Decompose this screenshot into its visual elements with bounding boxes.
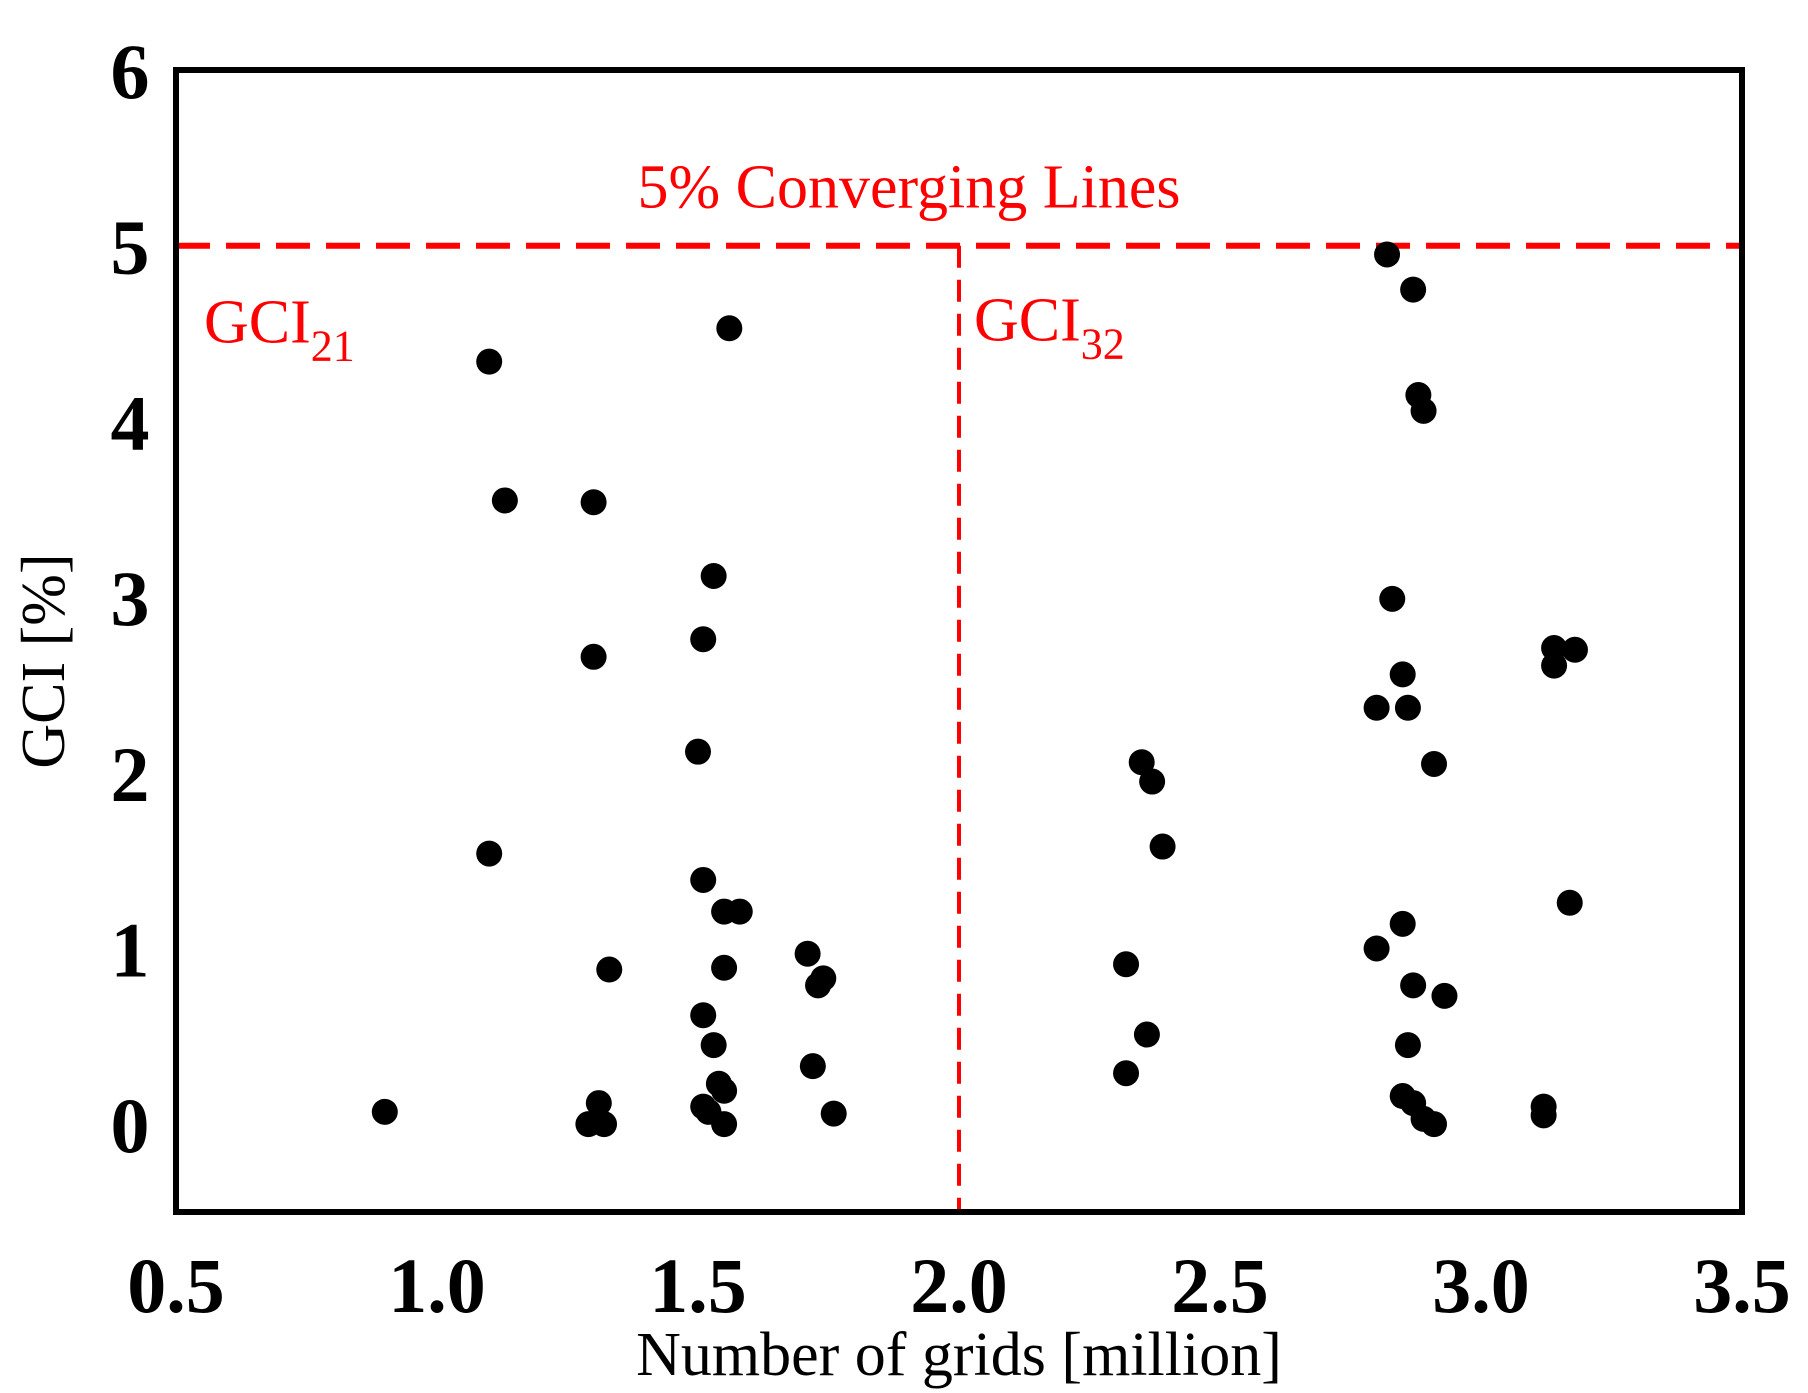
data-point-gci32-20 — [1394, 1032, 1421, 1059]
x-tick-label: 3.0 — [1432, 1242, 1530, 1329]
data-point-gci21-11 — [685, 738, 711, 765]
x-tick-label: 1.5 — [649, 1242, 747, 1329]
y-tick-label: 0 — [111, 1082, 150, 1169]
data-point-gci32-24 — [1421, 1111, 1448, 1138]
data-point-gci32-10 — [1410, 397, 1437, 424]
gci21-label-main: GCI — [204, 289, 311, 357]
data-point-gci21-24 — [711, 954, 738, 981]
y-tick-label: 4 — [111, 379, 150, 466]
data-point-gci32-11 — [1379, 585, 1406, 612]
data-point-gci21-16 — [700, 1032, 727, 1059]
data-point-gci32-5 — [1133, 1021, 1160, 1048]
data-point-gci21-3 — [491, 487, 518, 514]
data-point-gci32-26 — [1561, 636, 1588, 663]
x-tick-label: 0.5 — [127, 1242, 225, 1329]
data-point-gci21-12 — [690, 626, 717, 653]
data-point-gci32-18 — [1400, 972, 1427, 999]
plot-frame — [173, 67, 1745, 1215]
data-point-gci32-16 — [1389, 910, 1416, 937]
y-tick-label: 6 — [111, 28, 150, 115]
y-tick-label: 2 — [111, 731, 150, 818]
x-tick-label: 2.5 — [1171, 1242, 1269, 1329]
gci32-label: GCI32 — [974, 287, 1125, 369]
data-point-gci21-29 — [799, 1053, 826, 1080]
data-points — [371, 241, 1588, 1138]
data-point-gci21-14 — [690, 866, 717, 893]
data-point-gci32-19 — [1431, 982, 1458, 1009]
data-point-gci21-30 — [820, 1100, 847, 1127]
data-point-gci32-4 — [1113, 951, 1140, 978]
data-point-gci21-28 — [810, 965, 837, 992]
data-point-gci21-18 — [711, 1077, 738, 1104]
x-tick-label: 2.0 — [910, 1242, 1008, 1329]
converging-lines-title: 5% Converging Lines — [637, 154, 1180, 222]
x-tick-label: 1.0 — [388, 1242, 486, 1329]
data-point-gci32-6 — [1113, 1060, 1140, 1087]
data-point-gci21-5 — [580, 489, 607, 516]
data-point-gci32-8 — [1400, 276, 1427, 303]
data-point-gci21-21 — [711, 1111, 738, 1138]
data-point-gci32-1 — [1128, 749, 1155, 776]
data-point-gci32-7 — [1374, 241, 1401, 268]
x-axis-title: Number of grids [million] — [636, 1321, 1282, 1389]
data-point-gci32-14 — [1394, 694, 1421, 721]
data-point-gci21-13 — [700, 562, 727, 589]
x-tick-label: 3.5 — [1693, 1242, 1791, 1329]
y-axis-title: GCI [%] — [10, 553, 78, 768]
data-point-gci32-3 — [1149, 833, 1176, 860]
data-point-gci21-1 — [371, 1098, 398, 1125]
gci32-label-subscript: 32 — [1081, 320, 1125, 369]
data-point-gci21-15 — [690, 1002, 717, 1029]
gci32-label-main: GCI — [974, 287, 1081, 355]
gci21-label-subscript: 21 — [311, 322, 355, 371]
gci21-label: GCI21 — [204, 289, 355, 371]
data-point-gci21-9 — [591, 1111, 618, 1138]
data-point-gci21-6 — [580, 643, 607, 670]
data-point-gci32-30 — [1530, 1102, 1557, 1129]
data-point-gci21-10 — [596, 956, 623, 983]
data-point-gci32-15 — [1421, 750, 1448, 777]
y-tick-label: 3 — [111, 555, 150, 642]
x-axis-ticks: 0.5 1.0 1.5 2.0 2.5 3.0 3.5 — [127, 1242, 1791, 1329]
y-axis-ticks: 0 1 2 3 4 5 6 — [111, 28, 150, 1169]
data-point-gci32-28 — [1556, 889, 1583, 916]
data-point-gci32-13 — [1363, 694, 1390, 721]
y-tick-label: 1 — [111, 906, 150, 993]
data-point-gci21-2 — [476, 348, 503, 375]
data-point-gci21-26 — [794, 940, 821, 967]
data-point-gci32-2 — [1139, 768, 1166, 795]
data-point-gci32-12 — [1389, 661, 1416, 688]
data-point-gci32-17 — [1363, 935, 1390, 962]
data-point-gci21-4 — [476, 840, 503, 867]
y-tick-label: 5 — [111, 204, 150, 291]
data-point-gci21-23 — [726, 898, 753, 925]
data-point-gci32-27 — [1541, 652, 1568, 679]
data-point-gci21-25 — [716, 315, 743, 342]
data-point-gci21-8 — [585, 1090, 612, 1117]
